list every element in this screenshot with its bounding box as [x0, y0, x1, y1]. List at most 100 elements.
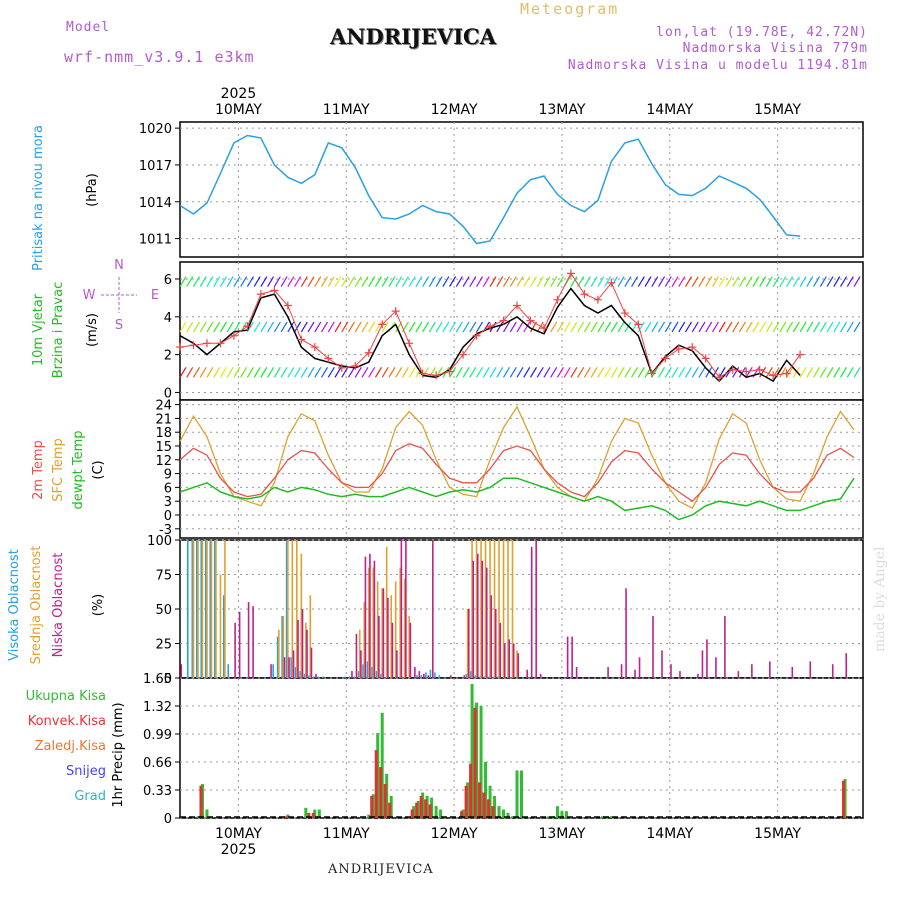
- bottom-day-label: 12MAY: [431, 826, 478, 842]
- wind-barb-icon: [745, 321, 753, 333]
- wind-barb-icon: [435, 321, 443, 333]
- wind-barb-icon: [219, 276, 227, 287]
- wind-barb-icon: [374, 367, 382, 378]
- wind-barb-icon: [388, 276, 396, 287]
- wind-barb-icon: [334, 321, 342, 333]
- wind-barb-icon: [476, 276, 484, 287]
- wind-barb-icon: [219, 321, 227, 333]
- precip-total-bar: [470, 683, 474, 818]
- wind-barb-icon: [334, 276, 342, 287]
- wind-barb-icon: [327, 321, 335, 333]
- wind-barb-icon: [725, 276, 733, 287]
- wind-gust-marker: [728, 365, 737, 374]
- bottom-day-label: 15MAY: [754, 826, 801, 842]
- wind-barb-icon: [253, 367, 261, 378]
- wind-barb-icon: [449, 367, 457, 378]
- wind-barb-icon: [678, 367, 686, 378]
- wind-unit-label: (m/s): [85, 313, 100, 347]
- wind-barb-icon: [341, 321, 349, 333]
- wind-gust-marker: [324, 354, 333, 363]
- wind-barb-icon: [556, 276, 564, 287]
- precip-convective-bar: [415, 802, 419, 818]
- bottom-day-label: 14MAY: [646, 826, 693, 842]
- temperature-y-tick-label: 15: [155, 440, 172, 455]
- wind-barb-icon: [543, 367, 551, 378]
- wind-barb-icon: [691, 321, 699, 333]
- wind-gust-marker: [256, 290, 265, 299]
- wind-barb-icon: [826, 321, 834, 333]
- precip-convective-bar: [199, 785, 203, 818]
- clouds-y-tick-label: 25: [155, 638, 172, 653]
- wind-barb-icon: [361, 367, 369, 378]
- wind-gust-marker: [351, 361, 360, 370]
- wind-barb-icon: [186, 321, 194, 333]
- pressure-y-tick-label: 1017: [139, 159, 172, 174]
- wind-barb-icon: [516, 321, 524, 333]
- wind-barb-icon: [260, 367, 268, 378]
- precip-total-bar: [511, 816, 515, 818]
- temp-axis-label: (C): [91, 460, 106, 479]
- wind-barb-icon: [455, 321, 463, 333]
- wind-barb-icon: [213, 276, 221, 287]
- wind-barb-icon: [307, 321, 315, 333]
- wind-gust-marker: [634, 320, 643, 329]
- precip-legend-item: Snijeg: [66, 764, 106, 779]
- wind-barb-icon: [361, 276, 369, 287]
- precip-total-bar: [515, 770, 519, 818]
- wind-gust-marker: [701, 354, 710, 363]
- wind-barb-icon: [637, 321, 645, 333]
- wind-barb-icon: [631, 276, 639, 287]
- temperature-y-tick-label: 0: [164, 509, 172, 524]
- wind-barb-icon: [240, 276, 248, 287]
- wind-barb-icon: [698, 321, 706, 333]
- wind-barb-icon: [664, 367, 672, 378]
- wind-barb-icon: [186, 276, 194, 287]
- wind-barb-icon: [287, 321, 295, 333]
- precip-convective-bar: [419, 795, 423, 818]
- temp-axis-label: SFC Temp: [51, 438, 66, 502]
- wind-barb-icon: [199, 276, 207, 287]
- wind-barb-icon: [516, 276, 524, 287]
- wind-barb-icon: [813, 321, 821, 333]
- wind-barb-icon: [624, 276, 632, 287]
- wind-barb-icon: [253, 321, 261, 333]
- lonlat-info: lon,lat (19.78E, 42.72N): [656, 25, 868, 40]
- wind-barb-icon: [179, 367, 187, 378]
- wind-barb-icon: [658, 367, 666, 378]
- wind-gust-marker: [782, 369, 791, 378]
- wind-barb-icon: [617, 276, 625, 287]
- wind-barb-icon: [806, 276, 814, 287]
- wind-barb-icon: [496, 367, 504, 378]
- wind-barb-icon: [577, 367, 585, 378]
- wind-barb-icon: [691, 276, 699, 287]
- wind-barb-icon: [570, 367, 578, 378]
- wind-y-tick-label: 2: [164, 349, 172, 364]
- wind-barb-icon: [732, 367, 740, 378]
- wind-gust-marker: [539, 324, 548, 333]
- precip-y-tick-label: 0.99: [143, 728, 172, 743]
- precip-convective-bar: [491, 806, 495, 818]
- wind-barb-icon: [381, 321, 389, 333]
- wind-barb-icon: [779, 321, 787, 333]
- wind-barb-icon: [543, 276, 551, 287]
- cloud-axis-label: Visoka Oblacnost: [7, 549, 22, 661]
- wind-barb-icon: [395, 367, 403, 378]
- pressure-y-tick-label: 1014: [139, 196, 172, 211]
- wind-barb-icon: [651, 367, 659, 378]
- wind-gust-marker: [580, 290, 589, 299]
- wind-barb-icon: [422, 321, 430, 333]
- wind-barb-icon: [806, 367, 814, 378]
- pressure-line: [179, 134, 801, 245]
- wind-barb-icon: [503, 276, 511, 287]
- temperature-y-tick-label: 24: [155, 399, 172, 414]
- wind-y-tick-label: 6: [164, 273, 172, 288]
- wind-barb-icon: [523, 276, 531, 287]
- wind-barb-icon: [280, 367, 288, 378]
- temperature-y-tick-label: 6: [164, 481, 172, 496]
- wind-barb-icon: [226, 276, 234, 287]
- wind-barb-icon: [314, 321, 322, 333]
- precip-convective-bar: [464, 785, 468, 818]
- wind-barb-icon: [462, 367, 470, 378]
- wind-barb-icon: [846, 321, 854, 333]
